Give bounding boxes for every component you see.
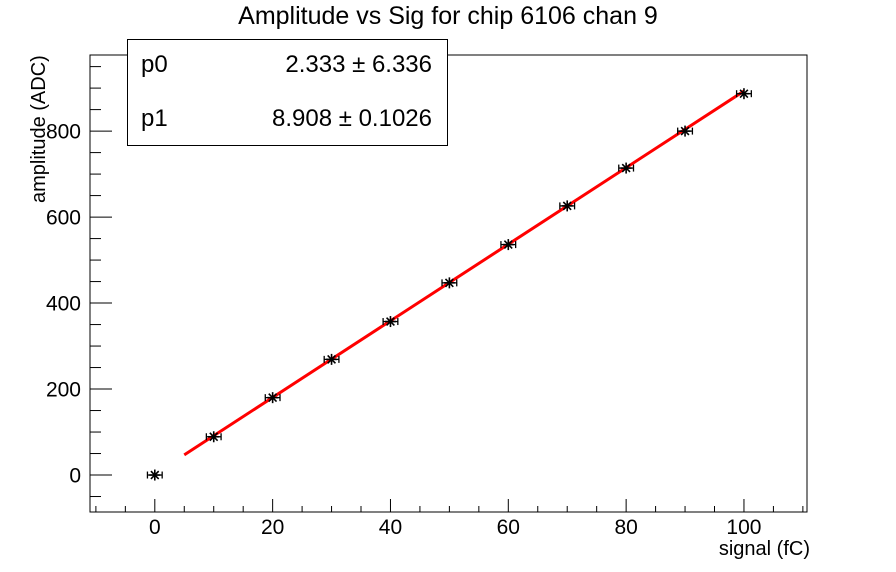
fit-param-value: 2.333 ± 6.336: [285, 51, 432, 78]
x-tick-label: 0: [149, 516, 161, 539]
data-point: [735, 88, 752, 100]
data-point: [382, 316, 399, 328]
y-tick-label: 800: [46, 121, 81, 144]
y-tick-label: 400: [46, 293, 81, 316]
data-point: [146, 469, 163, 481]
chart-title: Amplitude vs Sig for chip 6106 chan 9: [238, 2, 658, 30]
y-tick-label: 600: [46, 207, 81, 230]
fit-param-name: p1: [141, 105, 168, 132]
x-tick-label: 100: [726, 516, 761, 539]
data-point: [205, 431, 222, 443]
data-point: [677, 125, 694, 137]
x-tick-label: 20: [261, 516, 284, 539]
x-axis-title: signal (fC): [718, 538, 810, 560]
y-tick-label: 200: [46, 379, 81, 402]
fit-param-value: 8.908 ± 0.1026: [272, 105, 432, 132]
stat-row-p0: p0 2.333 ± 6.336: [141, 53, 432, 77]
stat-row-p1: p1 8.908 ± 0.1026: [141, 107, 432, 131]
plot-frame: [89, 54, 808, 513]
fit-line: [183, 89, 745, 457]
x-tick-label: 40: [379, 516, 402, 539]
fit-stats-box: p0 2.333 ± 6.336 p1 8.908 ± 0.1026: [127, 39, 448, 146]
y-tick-label: 0: [69, 465, 81, 488]
axis-ticks: [90, 66, 804, 512]
data-point: [618, 162, 635, 174]
x-tick-label: 80: [614, 516, 637, 539]
fit-param-name: p0: [141, 51, 168, 78]
data-point: [559, 200, 576, 212]
tick-labels: 0 20 40 60 80 100 0 200 400 600 800: [46, 121, 762, 539]
data-point: [264, 392, 281, 404]
data-point: [441, 277, 458, 289]
y-axis-title: amplitude (ADC): [28, 55, 50, 203]
x-tick-label: 60: [497, 516, 520, 539]
data-point: [500, 239, 517, 251]
data-points: [146, 88, 752, 481]
data-point: [323, 353, 340, 365]
